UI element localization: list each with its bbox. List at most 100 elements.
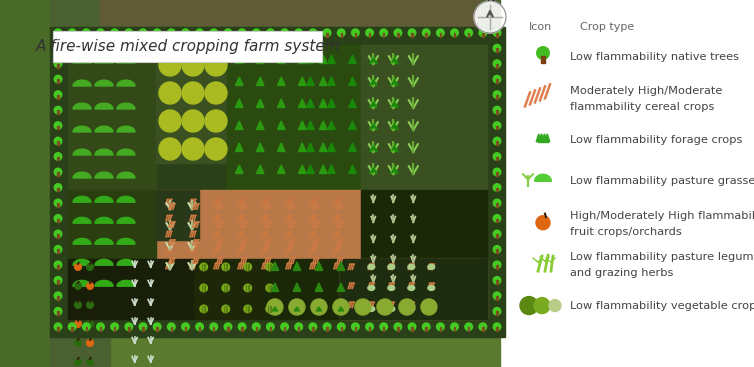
Circle shape [451, 323, 458, 331]
Bar [383, 33, 385, 37]
Polygon shape [338, 265, 344, 269]
Bar [57, 311, 59, 315]
Polygon shape [328, 143, 336, 152]
Bar [199, 327, 201, 331]
Bar [496, 141, 498, 145]
Circle shape [238, 29, 246, 37]
Polygon shape [95, 217, 113, 223]
Circle shape [205, 138, 227, 160]
Circle shape [54, 184, 62, 191]
Polygon shape [328, 77, 336, 86]
Polygon shape [308, 124, 313, 128]
Circle shape [238, 323, 246, 331]
Bar [496, 110, 498, 114]
Circle shape [493, 246, 501, 253]
Circle shape [167, 323, 175, 331]
Bar [127, 259, 194, 319]
Circle shape [493, 215, 501, 222]
Circle shape [422, 29, 430, 37]
Polygon shape [73, 259, 91, 265]
Circle shape [153, 323, 161, 331]
Circle shape [380, 323, 388, 331]
Polygon shape [320, 99, 327, 108]
Polygon shape [307, 165, 314, 174]
Circle shape [75, 264, 81, 270]
Polygon shape [294, 265, 300, 269]
Bar [496, 311, 498, 315]
Bar [156, 190, 199, 240]
Bar [241, 327, 243, 331]
Polygon shape [348, 99, 356, 108]
Circle shape [75, 302, 81, 308]
Polygon shape [320, 168, 326, 172]
Bar [326, 327, 328, 331]
Polygon shape [350, 168, 355, 172]
Circle shape [295, 323, 302, 331]
Polygon shape [338, 286, 344, 290]
Polygon shape [350, 58, 355, 62]
Polygon shape [257, 146, 263, 150]
Polygon shape [95, 259, 113, 265]
Bar [496, 250, 498, 253]
Circle shape [210, 323, 218, 331]
Circle shape [54, 106, 62, 114]
Polygon shape [539, 134, 544, 142]
Text: Low flammability pasture grasses: Low flammability pasture grasses [570, 176, 754, 186]
Bar [361, 45, 487, 190]
Polygon shape [117, 103, 135, 109]
Bar [114, 327, 115, 331]
Polygon shape [391, 146, 397, 150]
Bar [128, 33, 130, 37]
Circle shape [182, 110, 204, 132]
Text: A fire-wise mixed cropping farm system: A fire-wise mixed cropping farm system [35, 40, 340, 55]
Circle shape [54, 122, 62, 130]
Circle shape [75, 339, 81, 346]
Circle shape [97, 29, 104, 37]
Polygon shape [329, 124, 334, 128]
Bar [496, 172, 498, 176]
Circle shape [394, 29, 402, 37]
Polygon shape [299, 102, 305, 106]
Bar [227, 45, 299, 190]
Polygon shape [348, 55, 356, 63]
Text: Low flammability vegetable crops: Low flammability vegetable crops [570, 301, 754, 310]
Bar [72, 327, 73, 331]
Polygon shape [320, 80, 326, 84]
Circle shape [196, 323, 204, 331]
Polygon shape [257, 102, 263, 106]
Text: and grazing herbs: and grazing herbs [570, 268, 673, 278]
Circle shape [437, 29, 444, 37]
Polygon shape [348, 165, 356, 174]
Bar [299, 45, 361, 190]
Polygon shape [388, 306, 395, 312]
Circle shape [54, 230, 62, 238]
Bar [57, 141, 59, 145]
Circle shape [153, 29, 161, 37]
Polygon shape [257, 80, 263, 84]
Circle shape [493, 261, 501, 269]
Circle shape [54, 91, 62, 98]
Bar [170, 327, 172, 331]
Polygon shape [348, 121, 356, 130]
Bar [496, 64, 498, 68]
Polygon shape [320, 77, 327, 86]
Polygon shape [307, 99, 314, 108]
Bar [199, 33, 201, 37]
Polygon shape [272, 307, 277, 311]
Bar [57, 95, 59, 98]
Bar [340, 259, 487, 319]
Polygon shape [535, 174, 551, 181]
Circle shape [493, 44, 501, 52]
Polygon shape [408, 286, 415, 290]
Bar [86, 327, 87, 331]
Circle shape [351, 323, 359, 331]
Circle shape [54, 29, 62, 37]
Circle shape [289, 299, 305, 315]
Circle shape [493, 137, 501, 145]
Text: Low flammability native trees: Low flammability native trees [570, 52, 739, 62]
Bar [270, 33, 271, 37]
Polygon shape [391, 80, 397, 84]
Text: Low flammability pasture legume: Low flammability pasture legume [570, 252, 754, 262]
Text: N: N [486, 0, 494, 3]
Circle shape [549, 299, 561, 312]
